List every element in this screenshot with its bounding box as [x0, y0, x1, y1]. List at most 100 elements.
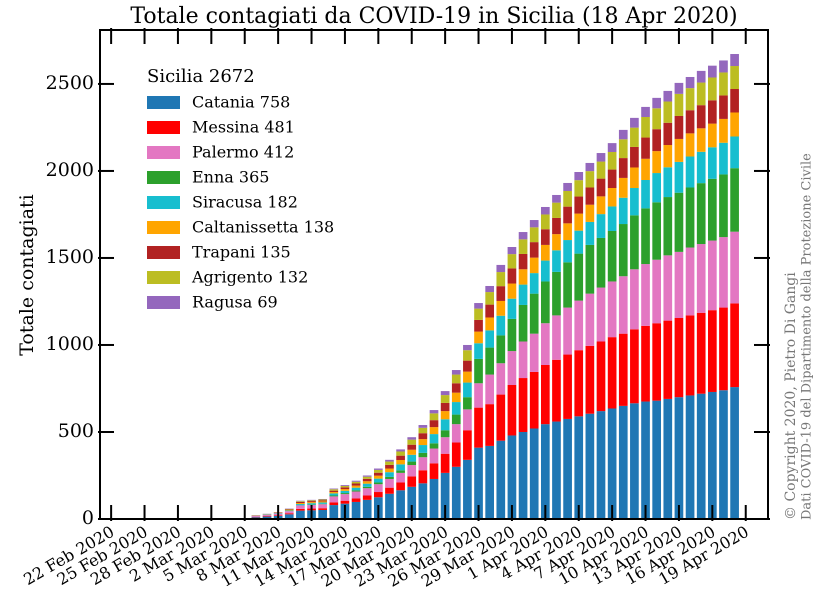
bar-segment	[307, 503, 316, 505]
bar-segment	[540, 206, 550, 215]
bar-segment	[674, 93, 684, 116]
y-axis-label: Totale contagiati	[16, 194, 38, 356]
bar-segment	[618, 197, 628, 225]
bar-segment	[351, 501, 361, 519]
legend-label: Enna 365	[192, 168, 269, 187]
bar-segment	[596, 237, 606, 288]
bar-segment	[574, 350, 584, 417]
bar-segment	[574, 300, 584, 351]
bar-segment	[663, 145, 673, 168]
bar-segment	[707, 240, 717, 311]
bar-segment	[518, 239, 528, 254]
bar-segment	[652, 202, 662, 260]
bar-segment	[485, 445, 495, 519]
bar-segment	[618, 158, 628, 178]
bar-segment	[518, 232, 528, 240]
plot-frame	[99, 29, 769, 520]
bar-segment	[396, 464, 405, 471]
bar-segment	[696, 312, 706, 394]
bar-segment	[362, 483, 372, 487]
bar-segment	[373, 469, 383, 473]
bar-segment	[351, 480, 361, 482]
bar-segment	[574, 416, 584, 519]
bar-segment	[440, 391, 450, 396]
bar-segment	[474, 358, 483, 384]
bar-segment	[496, 300, 506, 316]
bar-segment	[596, 214, 606, 238]
bar-segment	[485, 285, 495, 293]
bar-segment	[563, 354, 572, 419]
bar-segment	[373, 472, 383, 476]
bar-segment	[685, 88, 695, 111]
bar-segment	[674, 192, 684, 252]
bar-segment	[262, 516, 272, 519]
bar-segment	[463, 397, 472, 410]
bar-segment	[496, 440, 506, 519]
bar-segment	[641, 208, 650, 265]
bar-segment	[585, 244, 595, 294]
bar-segment	[618, 224, 628, 277]
bar-segment	[607, 143, 617, 152]
bar-segment	[730, 54, 739, 67]
bar-segment	[663, 122, 673, 146]
bar-segment	[707, 310, 717, 392]
bar-segment	[396, 472, 405, 483]
bar-segment	[385, 461, 394, 465]
bar-segment	[630, 127, 639, 147]
bar-segment	[663, 90, 673, 102]
legend-swatch	[147, 271, 180, 284]
bar-segment	[707, 100, 717, 124]
bar-segment	[307, 500, 316, 502]
bar-segment	[507, 385, 517, 436]
bar-segment	[730, 303, 739, 388]
bar-segment	[730, 231, 739, 304]
bar-segment	[485, 374, 495, 405]
bar-segment	[552, 421, 561, 519]
copyright: © Copyright 2020, Pietro Di Gangi	[783, 272, 799, 520]
bar-segment	[685, 187, 695, 248]
bar-segment	[518, 378, 528, 432]
bar-segment	[329, 495, 339, 497]
bar-segment	[407, 465, 417, 477]
bar-segment	[429, 420, 439, 428]
bar-segment	[373, 492, 383, 498]
bar-segment	[540, 229, 550, 245]
bar-segment	[529, 257, 539, 274]
bar-segment	[451, 424, 461, 443]
bar-segment	[529, 227, 539, 243]
legend-label: Caltanissetta 138	[192, 218, 334, 237]
bar-segment	[418, 427, 428, 434]
bar-segment	[719, 95, 728, 119]
bar-segment	[596, 411, 606, 519]
bar-segment	[340, 489, 350, 491]
bar-segment	[652, 400, 662, 519]
bar-segment	[707, 178, 717, 241]
bar-segment	[730, 136, 739, 169]
bar-segment	[373, 484, 383, 493]
bar-segment	[329, 488, 339, 490]
bar-segment	[463, 350, 472, 361]
bar-segment	[396, 490, 405, 519]
bar-segment	[685, 247, 695, 316]
bar-segment	[707, 77, 717, 101]
bar-segment	[607, 281, 617, 338]
bar-segment	[440, 430, 450, 438]
bar-segment	[685, 315, 695, 396]
bar-segment	[485, 404, 495, 446]
bar-segment	[696, 151, 706, 184]
bar-segment	[318, 501, 328, 503]
bar-segment	[284, 509, 294, 510]
bar-segment	[496, 264, 506, 273]
bar-segment	[440, 411, 450, 420]
bar-segment	[563, 206, 572, 224]
bar-segment	[663, 167, 673, 198]
bar-segment	[329, 489, 339, 491]
bar-segment	[596, 287, 606, 342]
bar-segment	[563, 240, 572, 263]
bar-segment	[730, 168, 739, 232]
bar-segment	[340, 485, 350, 486]
bar-segment	[585, 221, 595, 245]
bar-segment	[674, 115, 684, 139]
bar-segment	[540, 214, 550, 230]
bar-segment	[318, 498, 328, 500]
